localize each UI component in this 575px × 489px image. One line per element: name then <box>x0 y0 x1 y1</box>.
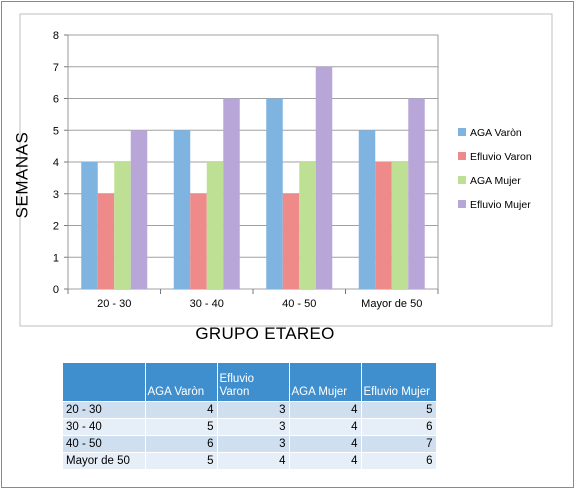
table-cell: 3 <box>217 418 290 436</box>
y-tick-label: 5 <box>53 125 59 137</box>
bar <box>358 130 376 289</box>
bar <box>408 98 425 289</box>
bar-chart: 0 1 2 3 4 5 6 7 8 20 - 30 30 - 40 40 - 50 Mayor de 5… <box>19 13 553 327</box>
y-tick-label: 3 <box>53 189 59 201</box>
table-row-label: 30 - 40 <box>63 418 146 436</box>
bar <box>391 162 409 289</box>
table-cell: 5 <box>145 452 218 469</box>
bar <box>223 98 240 289</box>
table-cell: 4 <box>289 452 362 469</box>
table-cell: 4 <box>289 401 362 419</box>
y-tick-label: 2 <box>53 221 59 233</box>
table-cell: 4 <box>289 435 362 453</box>
y-tick-label: 4 <box>53 157 59 169</box>
table-cell: 3 <box>217 435 290 453</box>
y-axis-label: SEMANAS <box>12 131 32 219</box>
table-header-cell: Efluvio Varon <box>217 363 290 402</box>
bar <box>206 162 224 289</box>
x-tick-label: 20 - 30 <box>97 298 131 310</box>
legend-label: AGA Varòn <box>470 127 522 139</box>
y-tick-label: 8 <box>53 30 59 42</box>
bar <box>315 66 333 289</box>
x-tick-label: 40 - 50 <box>282 298 316 310</box>
table-cell: 6 <box>361 418 437 436</box>
table-row: Mayor de 50 5 4 4 6 <box>63 452 437 469</box>
bar <box>173 130 191 289</box>
x-axis-label: GRUPO ETAREO <box>195 324 335 343</box>
legend-swatch <box>458 200 466 208</box>
bar <box>266 98 283 289</box>
bar <box>97 193 115 289</box>
table-cell: 4 <box>145 401 218 419</box>
table-cell: 5 <box>361 401 437 419</box>
table-cell: 5 <box>145 418 218 436</box>
x-tick-label: Mayor de 50 <box>361 298 422 310</box>
table-header-cell <box>63 363 146 402</box>
bar <box>114 162 131 289</box>
y-tick-label: 6 <box>53 94 59 106</box>
y-tick-label: 1 <box>53 252 59 264</box>
table-row-label: 20 - 30 <box>63 401 146 419</box>
legend-label: AGA Mujer <box>470 175 521 187</box>
table-cell: 4 <box>289 418 362 436</box>
bar <box>299 162 316 289</box>
table-row-label: 40 - 50 <box>63 435 146 453</box>
legend-swatch <box>458 152 466 160</box>
table-cell: 7 <box>361 435 437 453</box>
table-header-cell: Efluvio Mujer <box>361 363 437 402</box>
legend-swatch <box>458 128 466 136</box>
table-cell: 4 <box>217 452 290 469</box>
bar <box>375 162 392 289</box>
table-row: 30 - 40 5 3 4 6 <box>63 418 437 436</box>
bar <box>130 130 148 289</box>
y-tick-label: 0 <box>53 284 59 296</box>
data-table: AGA Varòn Efluvio Varon AGA Mujer Efluvi… <box>63 363 437 469</box>
y-tick-label: 7 <box>53 62 59 74</box>
legend-label: Efluvio Varon <box>470 151 532 163</box>
table-header-cell: AGA Varòn <box>145 363 218 402</box>
legend-swatch <box>458 176 466 184</box>
legend-label: Efluvio Mujer <box>470 199 531 211</box>
table-cell: 3 <box>217 401 290 419</box>
table-row: 40 - 50 6 3 4 7 <box>63 435 437 453</box>
bar <box>190 193 207 289</box>
x-tick-label: 30 - 40 <box>190 298 224 310</box>
table-cell: 6 <box>145 435 218 453</box>
table-cell: 6 <box>361 452 437 469</box>
bar <box>81 162 98 289</box>
table-header-row: AGA Varòn Efluvio Varon AGA Mujer Efluvi… <box>63 363 437 402</box>
bar <box>282 193 300 289</box>
table-header-cell: AGA Mujer <box>289 363 362 402</box>
table-row-label: Mayor de 50 <box>63 452 146 469</box>
table-row: 20 - 30 4 3 4 5 <box>63 401 437 419</box>
